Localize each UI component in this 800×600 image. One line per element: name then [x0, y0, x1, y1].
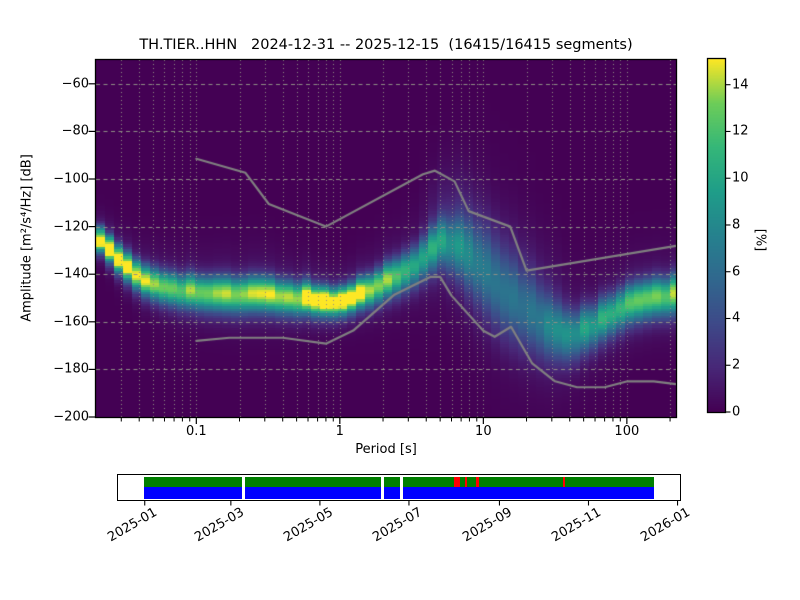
timeline-tick-label: 2025-07 [369, 505, 425, 546]
timeline-tick-label: 2025-01 [105, 505, 161, 546]
colorbar-tick-label: 2 [732, 357, 741, 373]
colorbar-tick-label: 0 [732, 404, 741, 420]
y-axis-tick-label: −140 [53, 266, 89, 282]
plot-title: TH.TIER..HHN 2024-12-31 -- 2025-12-15 (1… [139, 37, 633, 53]
timeline-tick-label: 2025-05 [280, 505, 336, 546]
timeline-gap [399, 475, 403, 500]
colorbar-tick-label: 10 [732, 170, 749, 186]
colorbar-canvas [708, 59, 725, 412]
y-axis-label: Amplitude [m²/s⁴/Hz] [dB] [19, 154, 35, 322]
x-axis-label: Period [s] [355, 442, 417, 457]
colorbar-tick-label: 4 [732, 310, 741, 326]
colorbar-label: [%] [752, 228, 768, 252]
x-axis-tick-label: 1 [335, 424, 344, 439]
timeline-gap [242, 475, 245, 500]
y-axis-tick-label: −100 [53, 171, 89, 187]
y-axis-tick-label: −160 [53, 314, 89, 330]
colorbar-tick-label: 14 [732, 77, 749, 93]
x-axis-tick-label: 100 [614, 424, 640, 439]
timeline-tick-label: 2026-01 [638, 505, 694, 546]
y-axis-tick-label: −120 [53, 219, 89, 235]
colorbar-tick-label: 6 [732, 264, 741, 280]
ppsd-heatmap-canvas [96, 60, 676, 417]
timeline-tick-label: 2025-11 [549, 505, 604, 546]
timeline-warning-mark [475, 477, 479, 487]
x-axis-tick-label: 10 [475, 424, 492, 439]
timeline-used-bar [144, 477, 654, 487]
timeline-tick-label: 2025-09 [460, 505, 515, 546]
timeline-data-bar [144, 487, 654, 499]
colorbar-tick-label: 12 [732, 123, 749, 139]
timeline-coverage-box [117, 474, 681, 501]
timeline-warning-mark [465, 477, 467, 487]
colorbar-tick-label: 8 [732, 217, 741, 233]
x-axis-tick-label: 0.1 [185, 424, 207, 439]
timeline-tick-label: 2025-03 [191, 505, 247, 546]
timeline-gap [380, 475, 384, 500]
timeline-warning-mark [563, 477, 565, 487]
y-axis-tick-label: −80 [61, 123, 89, 139]
y-axis-tick-label: −180 [53, 361, 89, 377]
y-axis-tick-label: −200 [53, 409, 89, 425]
y-axis-tick-label: −60 [61, 76, 89, 92]
timeline-warning-mark [453, 477, 460, 487]
